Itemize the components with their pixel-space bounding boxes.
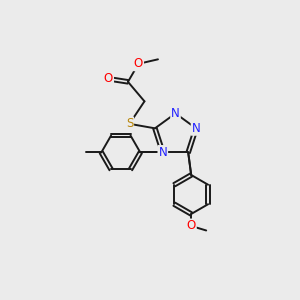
Text: N: N (158, 146, 167, 159)
Text: O: O (187, 220, 196, 232)
Text: O: O (134, 57, 143, 70)
Text: O: O (104, 72, 113, 85)
Text: N: N (192, 122, 200, 135)
Text: S: S (126, 117, 133, 130)
Text: N: N (171, 107, 180, 120)
